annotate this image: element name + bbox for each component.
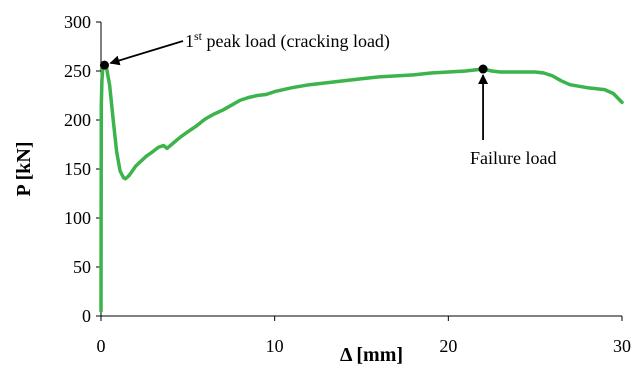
x-tick-label: 0	[97, 336, 106, 356]
axes	[96, 21, 623, 321]
x-axis-title: Δ [mm]	[340, 344, 403, 365]
y-tick-label: 150	[64, 159, 91, 179]
y-tick-label: 100	[64, 208, 91, 228]
x-tick-label: 20	[439, 336, 457, 356]
annotation-markers	[99, 60, 488, 74]
failure-load-marker	[478, 64, 488, 74]
x-tick-labels: 0 10 20 30	[97, 336, 632, 356]
load-displacement-line	[99, 63, 624, 313]
y-tick-label: 0	[82, 306, 91, 326]
cracking-load-arrow	[109, 40, 184, 66]
cracking-load-ordinal-suffix: st	[194, 29, 203, 43]
failure-load-annotation: Failure load	[470, 148, 556, 168]
y-tick-label: 250	[64, 61, 91, 81]
y-tick-label: 300	[64, 12, 91, 32]
y-tick-labels: 0 50 100 150 200 250 300	[64, 12, 91, 326]
x-tick-label: 10	[266, 336, 284, 356]
cracking-load-ordinal: 1	[185, 31, 194, 51]
y-tick-label: 200	[64, 110, 91, 130]
cracking-load-marker	[99, 60, 109, 70]
y-axis-title: P [kN]	[13, 142, 35, 197]
y-tick-label: 50	[73, 257, 91, 277]
cracking-load-text: peak load (cracking load)	[202, 31, 390, 52]
x-tick-label: 30	[613, 336, 631, 356]
cracking-load-annotation: 1st peak load (cracking load)	[185, 29, 390, 52]
